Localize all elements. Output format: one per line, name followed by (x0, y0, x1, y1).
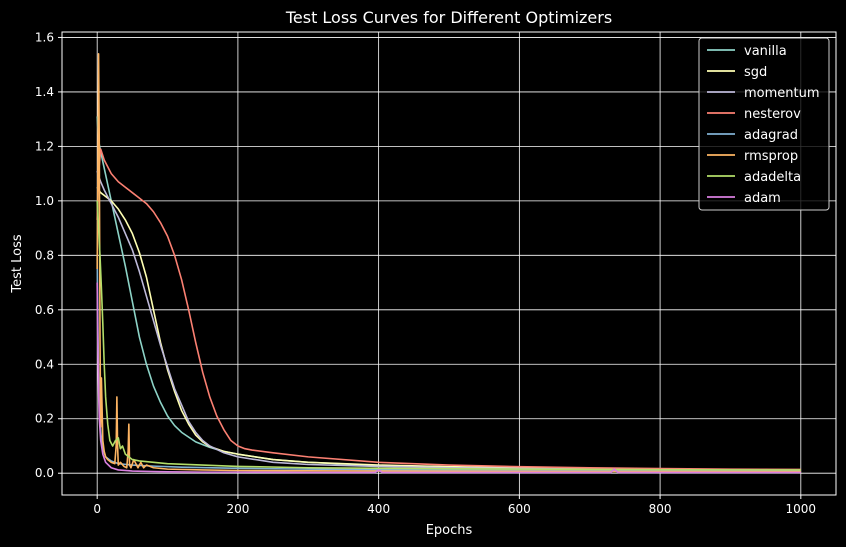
x-tick-label: 200 (226, 502, 249, 516)
series-line-nesterov (96, 148, 801, 471)
legend: vanilla sgd momentum nesterov adagrad rmsprop… (698, 37, 830, 211)
y-tick-label: 0.8 (35, 248, 54, 262)
series-line-rmsprop (96, 52, 801, 473)
x-axis-title: Epochs (426, 523, 473, 538)
legend-label: rmsprop (744, 149, 798, 164)
plot-frame (61, 31, 837, 496)
legend-label: adagrad (744, 128, 798, 143)
x-tick-label: 400 (367, 502, 390, 516)
series-line-sgd (96, 186, 801, 471)
chart-title: Test Loss Curves for Different Optimizer… (285, 8, 612, 27)
y-tick-label: 1.2 (35, 139, 54, 153)
y-tick-label: 1.4 (35, 85, 54, 99)
legend-label: nesterov (744, 107, 801, 122)
x-tick-label: 1000 (786, 502, 817, 516)
grid (62, 32, 836, 495)
y-tick-label: 0.2 (35, 412, 54, 426)
series-layer (96, 52, 801, 474)
y-tick-label: 1.0 (35, 194, 54, 208)
series-line-momentum (96, 170, 801, 472)
legend-label: sgd (744, 65, 767, 80)
x-tick-label: 0 (93, 502, 101, 516)
legend-box (698, 37, 830, 211)
y-axis-title: Test Loss (10, 234, 25, 293)
legend-label: adadelta (744, 170, 801, 185)
y-tick-label: 1.6 (35, 30, 54, 44)
series-line-adadelta (96, 200, 801, 471)
series-line-adam (96, 282, 801, 474)
y-tick-label: 0.0 (35, 466, 54, 480)
legend-label: momentum (744, 86, 820, 101)
x-tick-label: 800 (649, 502, 672, 516)
x-tick-label: 600 (508, 502, 531, 516)
legend-label: adam (744, 191, 781, 206)
y-tick-label: 0.4 (35, 357, 54, 371)
legend-label: vanilla (744, 44, 787, 59)
axis-ticks: 0 200 400 600 800 1000 0.0 0.2 0.4 0.6 0.8 1.0 1.2 1.… (35, 30, 816, 516)
y-tick-label: 0.6 (35, 303, 54, 317)
